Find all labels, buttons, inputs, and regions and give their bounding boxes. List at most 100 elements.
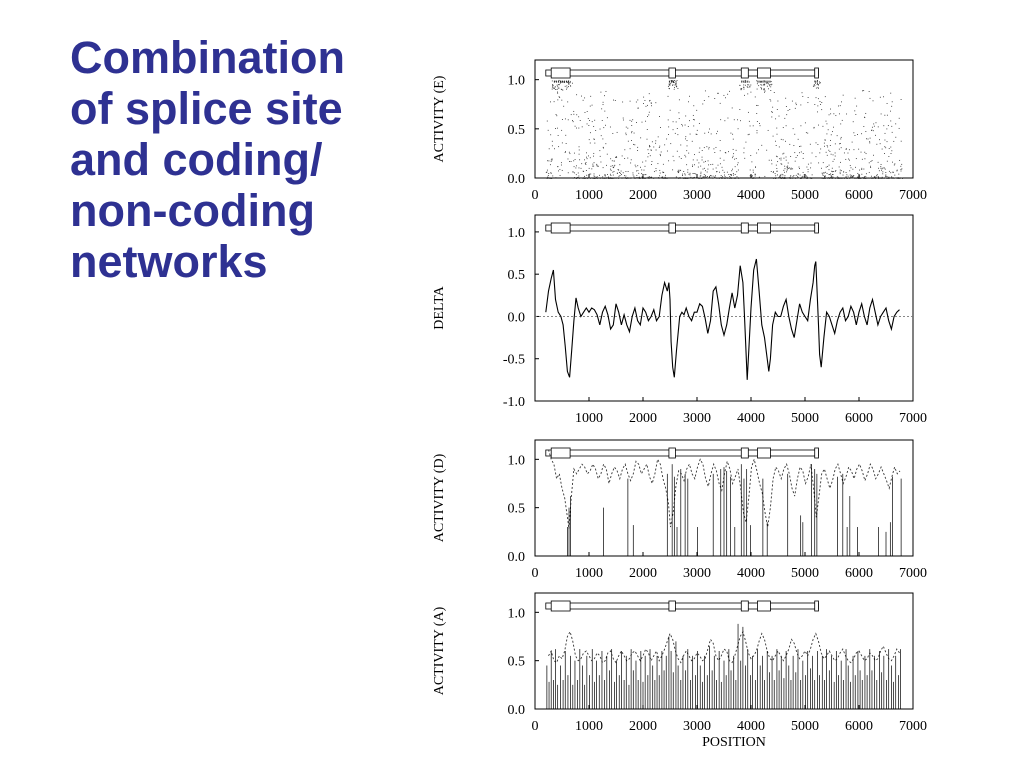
point [790, 168, 792, 170]
point [860, 177, 862, 179]
point [593, 177, 595, 179]
point [593, 165, 595, 167]
point [724, 177, 726, 179]
point [800, 145, 802, 147]
point [576, 114, 578, 116]
point [736, 171, 738, 173]
point [898, 117, 900, 119]
point [811, 177, 813, 179]
plot-frame [534, 59, 914, 179]
intron-bar [545, 69, 819, 77]
point [684, 138, 686, 140]
point [815, 97, 817, 99]
point [719, 102, 721, 104]
point [550, 177, 552, 179]
point [679, 169, 681, 171]
point [641, 121, 643, 123]
point [892, 172, 894, 173]
point [865, 153, 867, 155]
point [686, 150, 688, 152]
point [716, 171, 718, 173]
point [801, 175, 803, 177]
point [556, 127, 558, 129]
point [785, 156, 787, 158]
point [831, 177, 832, 179]
point [570, 114, 572, 116]
point [599, 174, 600, 176]
point [555, 177, 557, 179]
point [824, 177, 826, 179]
point [805, 177, 807, 179]
point [747, 84, 749, 86]
point [555, 86, 556, 88]
point [790, 177, 792, 179]
point [800, 177, 801, 179]
point [702, 168, 704, 170]
point [613, 167, 615, 169]
point [688, 120, 690, 122]
point [686, 177, 688, 179]
point [639, 177, 641, 179]
point [776, 170, 778, 172]
point [755, 173, 756, 175]
point [687, 169, 689, 171]
intron-bar [545, 449, 819, 457]
point [698, 122, 700, 124]
point [551, 140, 553, 142]
point [819, 82, 821, 84]
point [672, 84, 674, 86]
point [710, 175, 712, 177]
y-tick-label: 0.0 [508, 550, 526, 565]
point [733, 153, 735, 155]
point [751, 175, 753, 177]
point [663, 177, 665, 179]
y-tick-label: -1.0 [503, 395, 525, 410]
point [719, 150, 721, 152]
point [667, 85, 669, 87]
point [896, 169, 898, 171]
point [865, 175, 867, 177]
point [673, 160, 675, 162]
point [837, 105, 839, 107]
point [641, 176, 643, 178]
point [777, 177, 778, 179]
point [883, 96, 885, 98]
point [572, 177, 574, 179]
point [854, 97, 856, 99]
point [851, 177, 852, 179]
point [677, 134, 679, 136]
point [731, 107, 733, 109]
point [785, 97, 787, 99]
point [770, 90, 772, 91]
point [873, 123, 875, 125]
point [770, 171, 772, 172]
point [842, 174, 844, 176]
point [567, 158, 569, 160]
point [721, 166, 723, 168]
point [738, 177, 740, 179]
point [673, 88, 675, 90]
point [864, 151, 866, 153]
point [882, 173, 884, 175]
point [682, 125, 683, 127]
point [878, 167, 880, 169]
point [612, 174, 614, 176]
point [756, 130, 758, 132]
x-tick-label: 3000 [683, 188, 711, 203]
point [730, 132, 732, 134]
point [782, 176, 784, 178]
point [900, 170, 902, 172]
point [703, 161, 705, 163]
point [890, 92, 892, 94]
point [657, 136, 659, 138]
point [744, 81, 746, 83]
point [637, 170, 639, 172]
splice-site-spikes [567, 464, 902, 556]
point [823, 171, 825, 173]
point [677, 87, 679, 89]
point [631, 125, 633, 126]
point [805, 132, 807, 134]
point [568, 82, 570, 84]
point [785, 177, 787, 179]
